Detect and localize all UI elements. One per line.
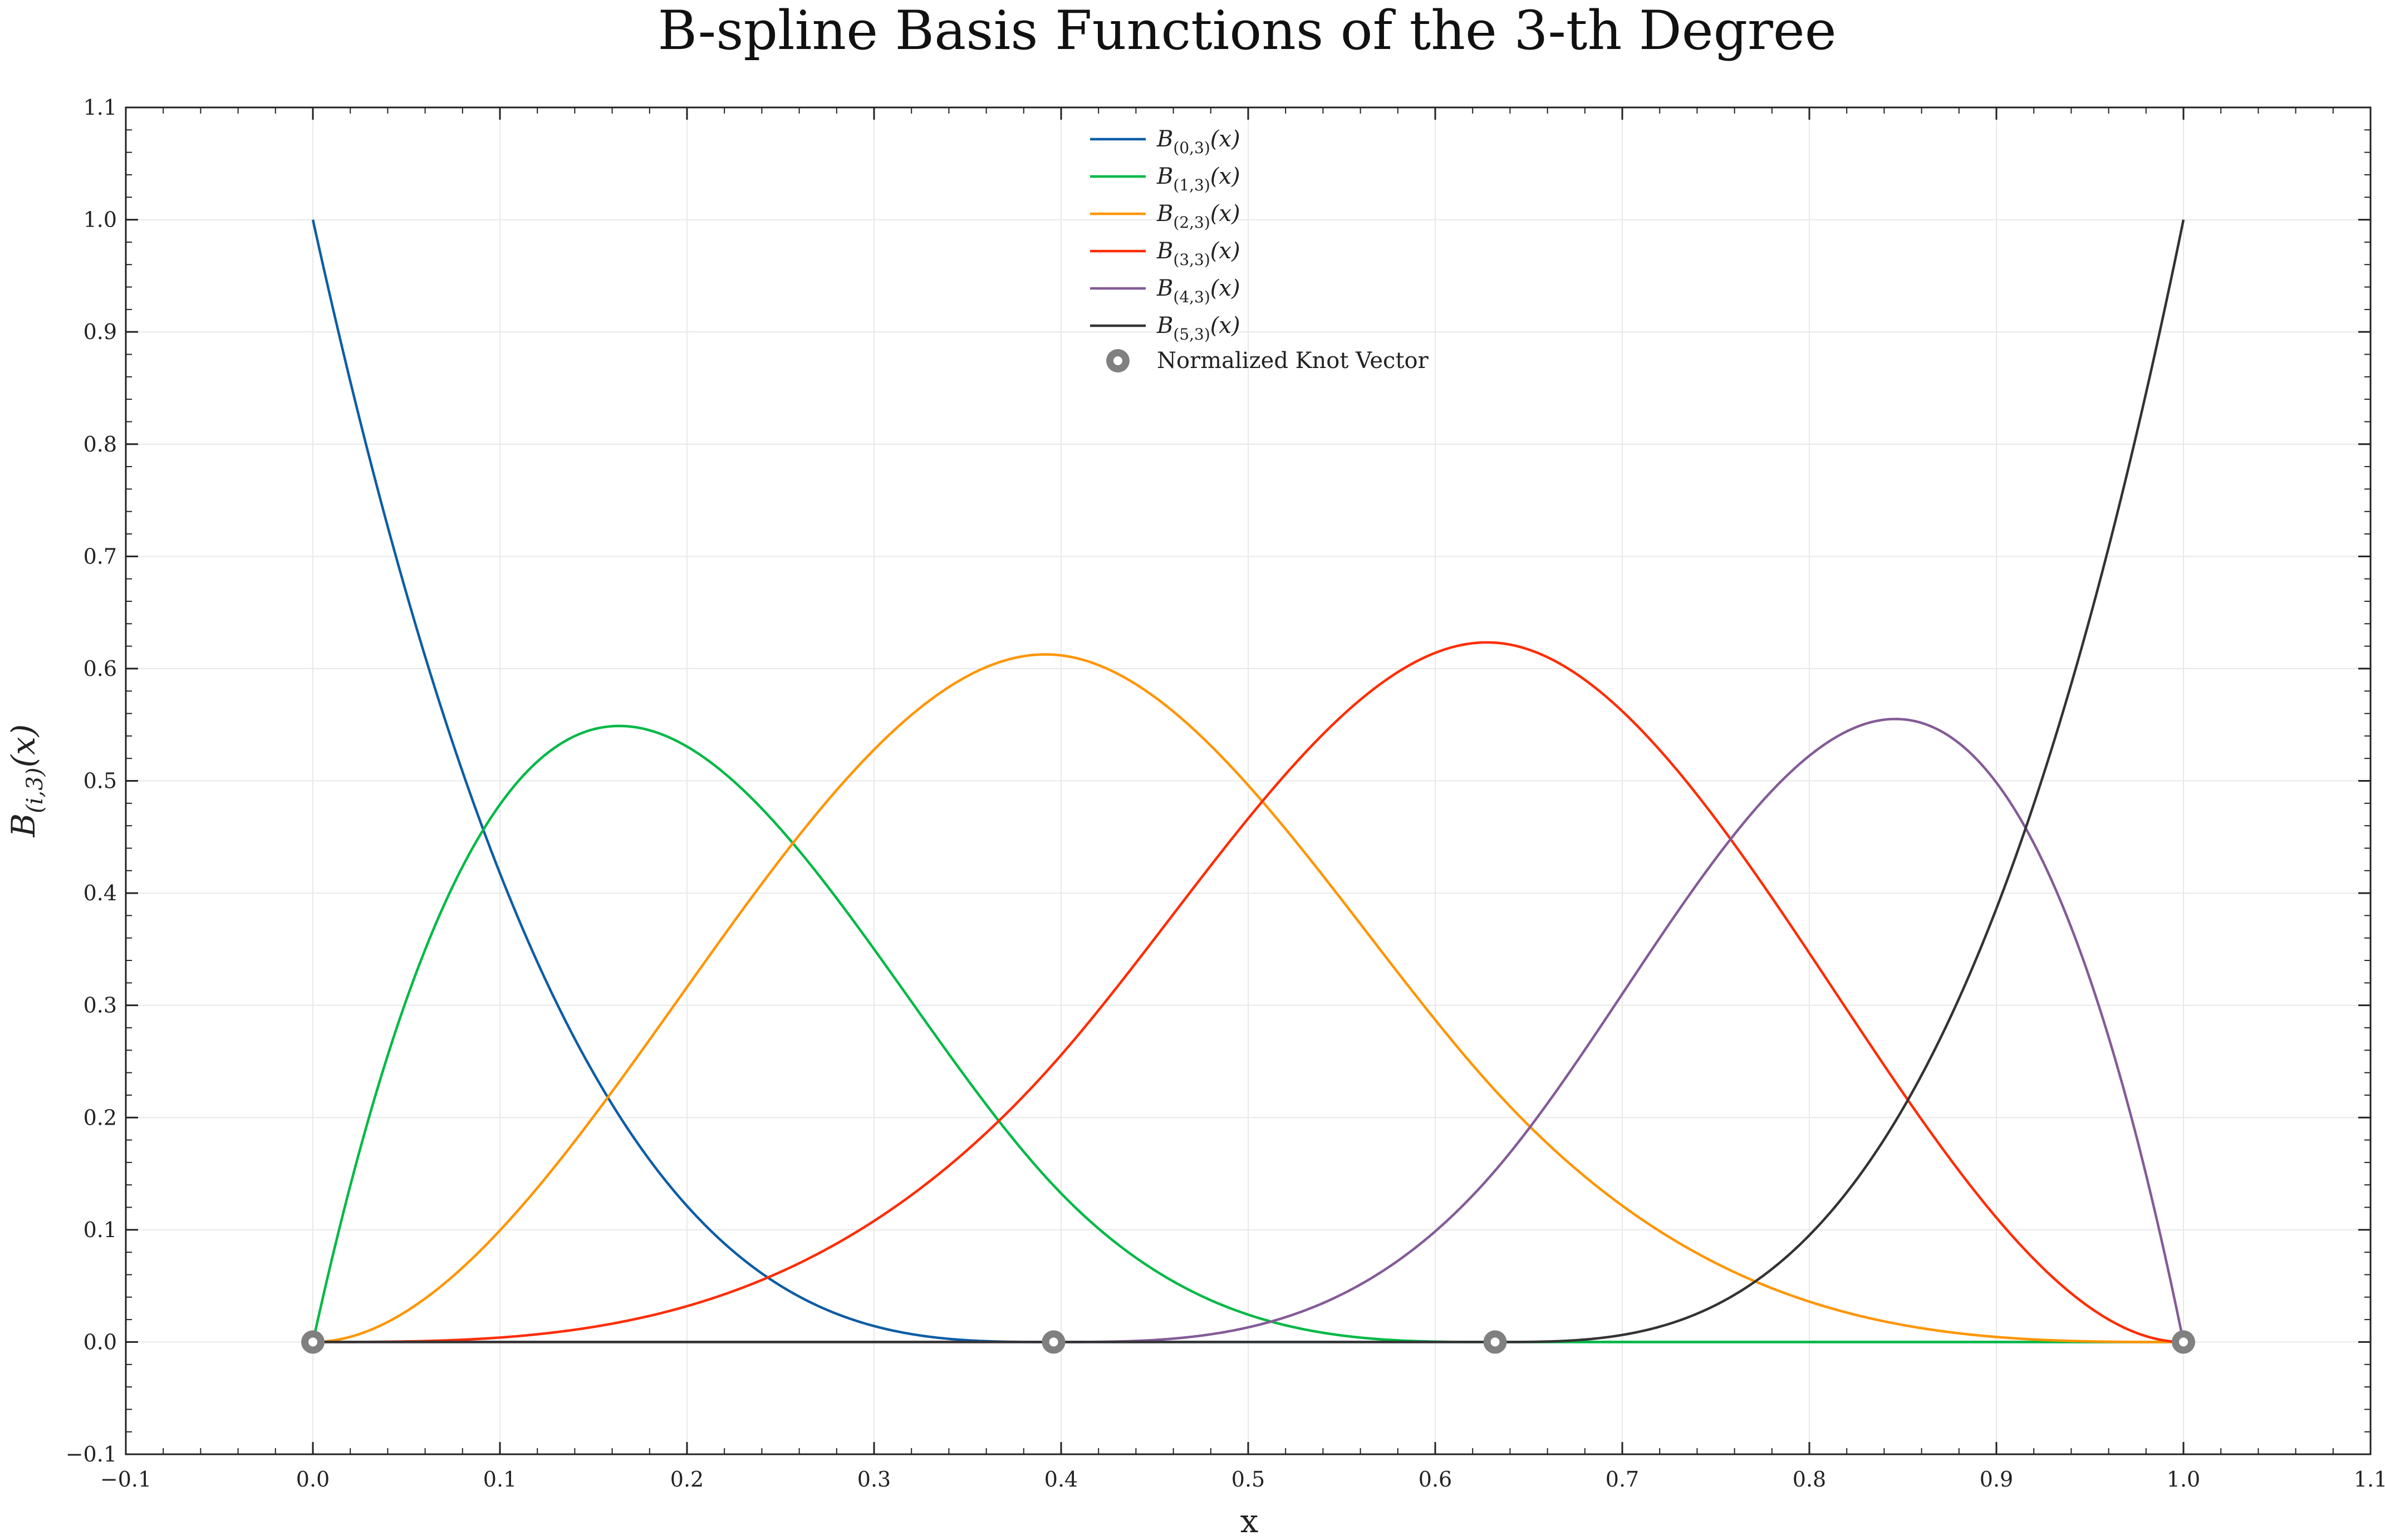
- legend-entry: B(5,3)(x): [1090, 313, 1240, 344]
- x-tick-label: 0.6: [1419, 1467, 1452, 1492]
- legend-entry: B(1,3)(x): [1090, 164, 1240, 194]
- x-tick-label: 0.3: [857, 1467, 891, 1492]
- series-line-3: [313, 641, 2184, 1343]
- y-tick-label: 0.4: [84, 881, 117, 905]
- x-tick-label: −0.1: [100, 1467, 151, 1492]
- y-tick-label: 0.7: [84, 544, 117, 568]
- legend-label: B(0,3)(x): [1156, 126, 1240, 157]
- chart-title: B-spline Basis Functions of the 3-th Deg…: [657, 0, 1836, 62]
- series-line-5: [313, 219, 2185, 1343]
- knot-marker: [301, 1330, 325, 1354]
- x-tick-label: 0.0: [296, 1467, 330, 1492]
- y-tick-label: 0.5: [84, 769, 117, 793]
- knot-marker: [1483, 1330, 1507, 1354]
- y-tick-label: 0.1: [84, 1218, 117, 1242]
- x-tick-label: 1.0: [2167, 1467, 2200, 1492]
- x-tick-labels: −0.1 0.0 0.1 0.2 0.3 0.4 0.5 0.6 0.7 0.8 0.9 1.0 1.1: [100, 1467, 2385, 1492]
- legend-entry-knots: Normalized Knot Vector: [1106, 348, 1429, 374]
- series-lines: [311, 219, 2185, 1343]
- y-tick-label: 1.0: [84, 208, 117, 232]
- series-line-2: [312, 653, 2183, 1343]
- legend-entry: B(3,3)(x): [1090, 238, 1240, 269]
- y-tick-label: 0.3: [84, 993, 117, 1018]
- legend-entry: B(2,3)(x): [1090, 201, 1240, 232]
- x-tick-label: 0.9: [1980, 1467, 2013, 1492]
- legend-entry: B(0,3)(x): [1090, 126, 1240, 157]
- x-tick-label: 0.5: [1231, 1467, 1265, 1492]
- legend-label: B(5,3)(x): [1156, 313, 1240, 344]
- x-tick-label: 0.1: [483, 1467, 517, 1492]
- knot-marker: [1042, 1330, 1066, 1354]
- y-tick-label: 0.6: [84, 656, 117, 681]
- x-tick-label: 1.1: [2354, 1467, 2385, 1492]
- x-tick-label: 0.4: [1044, 1467, 1078, 1492]
- legend: B(0,3)(x) B(1,3)(x) B(2,3)(x) B(3,3)(x) B(4,…: [1090, 126, 1429, 374]
- y-tick-label: 0.0: [84, 1330, 117, 1354]
- y-tick-label: 0.8: [84, 432, 117, 457]
- knot-markers: [301, 1330, 2195, 1354]
- x-tick-label: 0.8: [1793, 1467, 1826, 1492]
- y-tick-label: −0.1: [66, 1442, 117, 1467]
- knot-marker: [2172, 1330, 2195, 1354]
- legend-label: B(4,3)(x): [1156, 276, 1240, 306]
- x-tick-label: 0.7: [1606, 1467, 1639, 1492]
- legend-label: B(1,3)(x): [1156, 164, 1240, 194]
- axis-ticks: [125, 106, 2372, 1455]
- y-tick-label: 0.9: [84, 320, 117, 344]
- y-tick-label: 1.1: [84, 95, 117, 120]
- legend-label: Normalized Knot Vector: [1157, 348, 1429, 374]
- series-line-1: [311, 724, 2183, 1343]
- legend-label: B(2,3)(x): [1156, 201, 1240, 232]
- legend-label: B(3,3)(x): [1156, 238, 1240, 269]
- legend-entry: B(4,3)(x): [1090, 276, 1240, 306]
- x-tick-label: 0.2: [670, 1467, 704, 1492]
- x-axis-label: x: [1240, 1502, 1259, 1540]
- y-tick-label: 0.2: [84, 1105, 117, 1130]
- y-tick-labels: −0.1 0.0 0.1 0.2 0.3 0.4 0.5 0.6 0.7 0.8 0.9 1.0 1.1: [66, 95, 117, 1467]
